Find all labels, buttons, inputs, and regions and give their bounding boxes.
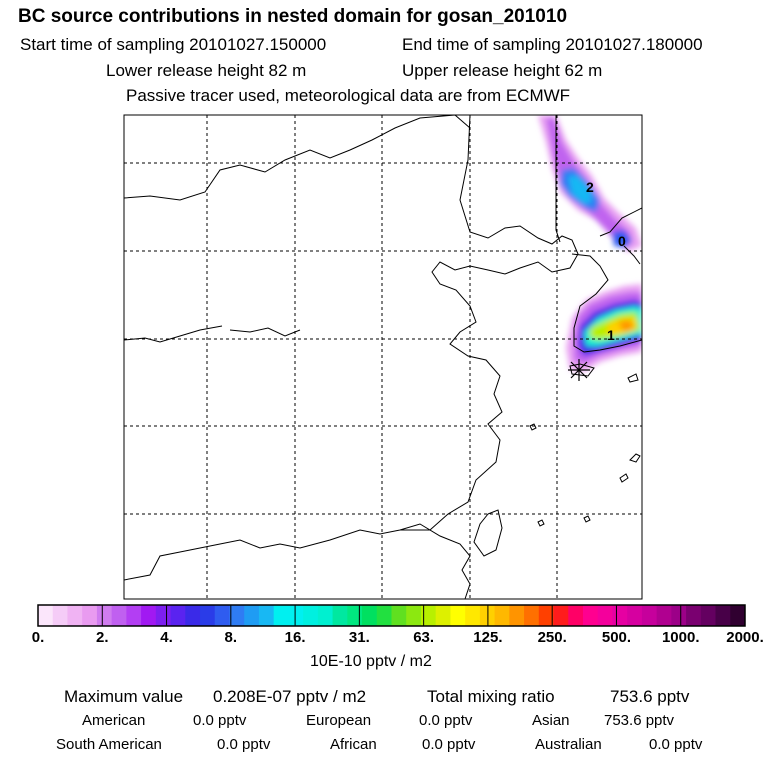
colorbar-cell — [362, 605, 378, 626]
colorbar-cell — [420, 605, 437, 626]
colorbar-cell — [509, 605, 525, 626]
contrib-value-asian: 753.6 pptv — [604, 712, 675, 729]
colorbar-tick-label: 0. — [31, 629, 45, 646]
colorbar-cell — [538, 605, 555, 626]
colorbar-cell — [612, 605, 628, 626]
colorbar-tick-label: 500. — [601, 629, 632, 646]
colorbar-cell — [465, 605, 481, 626]
colorbar-cell — [258, 605, 275, 626]
colorbar-tick-label: 2000. — [726, 629, 764, 646]
colorbar-cell — [524, 605, 540, 626]
colorbar-cell — [288, 605, 304, 626]
colorbar-cell — [244, 605, 260, 626]
colorbar-cell — [553, 605, 569, 626]
contrib-name-south-american: South American — [56, 736, 162, 753]
contrib-name-european: European — [306, 712, 372, 729]
contrib-name-african: African — [330, 736, 377, 753]
sampling-end: End time of sampling 20101027.180000 — [402, 35, 703, 54]
colorbar-tick-label: 16. — [284, 629, 306, 646]
colorbar-tick-label: 125. — [473, 629, 503, 646]
max-value-label: Maximum value — [64, 687, 184, 706]
contrib-name-australian: Australian — [535, 736, 602, 753]
tracer-note: Passive tracer used, meteorological data… — [126, 86, 571, 105]
colorbar-cell — [214, 605, 230, 626]
receptor-marker — [568, 359, 590, 381]
contrib-name-american: American — [82, 712, 146, 729]
colorbar-cell — [229, 605, 245, 626]
colorbar-cell — [52, 605, 68, 626]
max-value: 0.208E-07 pptv / m2 — [213, 687, 367, 706]
colorbar-tick-label: 63. — [413, 629, 435, 646]
map-frame — [123, 114, 643, 600]
contrib-value-south-american: 0.0 pptv — [217, 736, 271, 753]
contour-label-1: 1 — [607, 327, 615, 343]
colorbar-cell — [406, 605, 422, 626]
colorbar-cell — [303, 605, 319, 626]
sampling-start: Start time of sampling 20101027.150000 — [20, 35, 327, 54]
colorbar-cell — [185, 605, 201, 626]
colorbar-tick-label: 250. — [537, 629, 567, 646]
colorbar-unit: 10E-10 pptv / m2 — [310, 653, 432, 670]
colorbar-cell — [126, 605, 142, 626]
colorbar-cell — [317, 605, 334, 626]
colorbar-cell — [82, 605, 98, 626]
colorbar-cell — [391, 605, 407, 626]
contrib-name-asian: Asian — [532, 712, 570, 729]
colorbar-cell — [67, 605, 83, 626]
colorbar-cell — [730, 605, 746, 626]
colorbar-cell — [656, 605, 672, 626]
colorbar-cell — [715, 605, 731, 626]
contour-label-2: 2 — [586, 179, 594, 195]
contour-label-0: 0 — [618, 233, 626, 249]
colorbar-tick-label: 1000. — [661, 629, 700, 646]
colorbar-cell — [597, 605, 613, 626]
colorbar-cell — [494, 605, 510, 626]
chart-title: BC source contributions in nested domain… — [18, 6, 568, 27]
colorbar-cell — [111, 605, 127, 626]
colorbar-tick-label: 8. — [224, 629, 238, 646]
colorbar-cell — [686, 605, 702, 626]
total-mixing-ratio-value: 753.6 pptv — [610, 687, 690, 706]
colorbar-cell — [200, 605, 216, 626]
colorbar-cell — [170, 605, 186, 626]
contrib-value-american: 0.0 pptv — [193, 712, 247, 729]
contrib-value-african: 0.0 pptv — [422, 736, 476, 753]
colorbar-cell — [96, 605, 113, 626]
colorbar-cell — [582, 605, 599, 626]
contrib-value-european: 0.0 pptv — [419, 712, 473, 729]
colorbar-cell — [347, 605, 363, 626]
coastlines — [124, 115, 642, 599]
gridlines — [124, 115, 642, 599]
colorbar-cell — [627, 605, 643, 626]
contrib-value-australian: 0.0 pptv — [649, 736, 703, 753]
colorbar-cell — [332, 605, 348, 626]
plume-south — [566, 284, 642, 372]
colorbar-cell — [38, 605, 54, 626]
colorbar-cell — [141, 605, 157, 626]
colorbar-tick-label: 31. — [348, 629, 370, 646]
plume-north — [538, 115, 642, 252]
upper-release-height: Upper release height 62 m — [402, 61, 603, 80]
colorbar-cell — [376, 605, 392, 626]
total-mixing-ratio-label: Total mixing ratio — [427, 687, 555, 706]
colorbar-cell — [671, 605, 687, 626]
colorbar-cell — [273, 605, 289, 626]
lower-release-height: Lower release height 82 m — [106, 61, 307, 80]
colorbar-cell — [641, 605, 658, 626]
colorbar-cell — [568, 605, 584, 626]
colorbar-tick-label: 2. — [96, 629, 109, 646]
colorbar-tick-label: 4. — [160, 629, 173, 646]
colorbar-cell — [700, 605, 717, 626]
colorbar-cell — [435, 605, 451, 626]
colorbar-cell — [450, 605, 466, 626]
colorbar-cell — [155, 605, 172, 626]
